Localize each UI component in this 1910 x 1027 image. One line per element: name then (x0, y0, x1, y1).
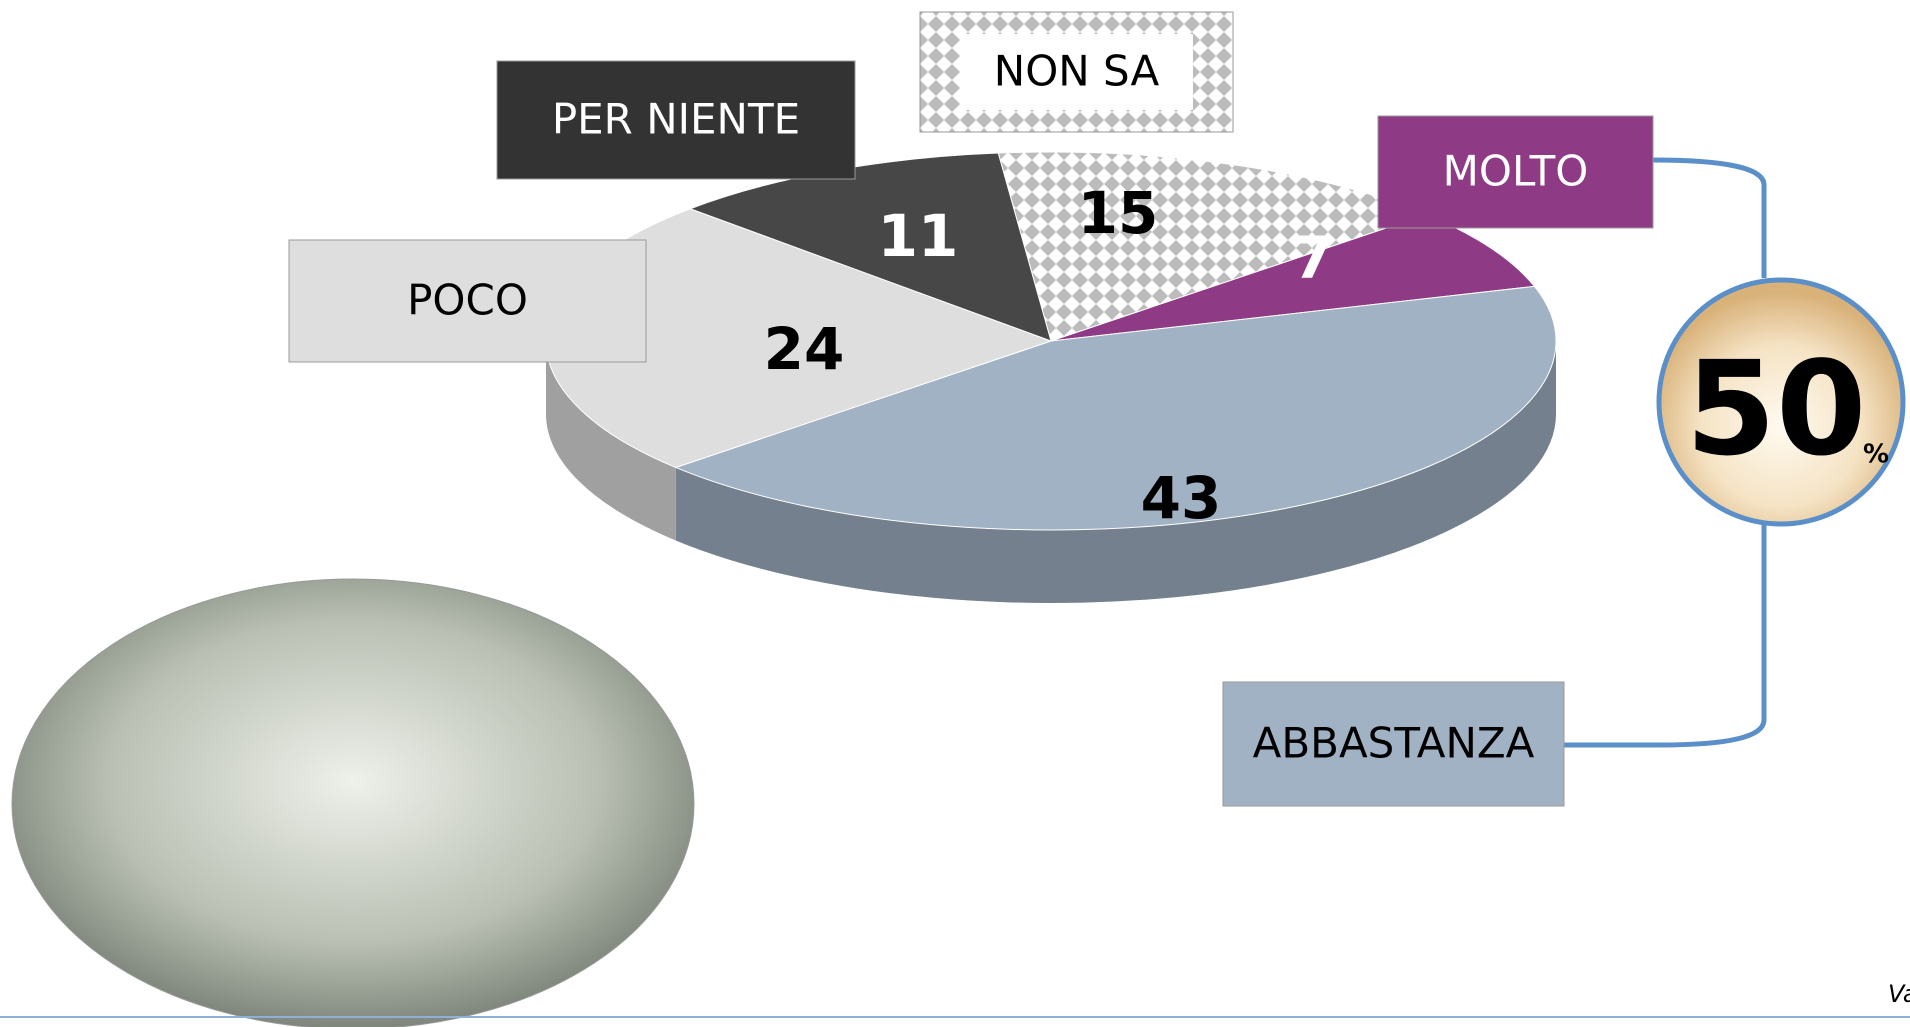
value-label: 24 (764, 315, 845, 383)
chart: 50 % Va NON SA 15 MOLTO 7 ABBASTANZA 43 POCO 24… (0, 0, 1910, 1027)
legend-label: MOLTO (1443, 147, 1589, 196)
legend-label: ABBASTANZA (1253, 719, 1535, 768)
value-label: 11 (878, 202, 959, 270)
value-label: 15 (1078, 179, 1159, 247)
total-unit: % (1863, 440, 1889, 470)
photo (12, 579, 694, 1027)
total-value: 50 (1686, 333, 1867, 485)
legend-label: NON SA (994, 47, 1160, 96)
footnote: Va (1888, 980, 1910, 1008)
value-label: 7 (1293, 224, 1333, 292)
legend-label: POCO (407, 276, 528, 325)
value-label: 43 (1141, 464, 1222, 532)
legend-label: PER NIENTE (552, 95, 800, 144)
